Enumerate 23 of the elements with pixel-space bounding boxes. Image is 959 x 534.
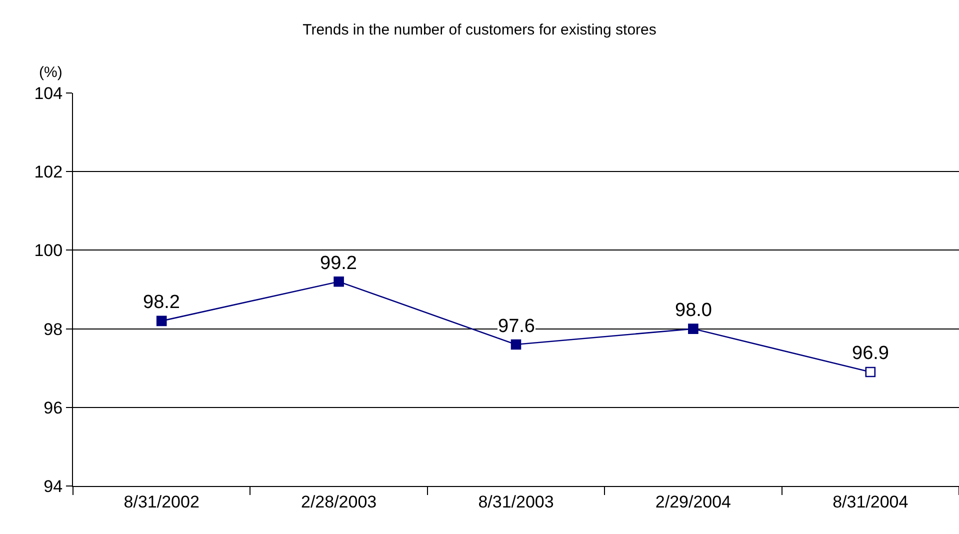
point (688, 324, 698, 334)
y-tick-label: 104 (34, 84, 63, 103)
point (334, 276, 344, 287)
chart-title: Trends in the number of customers for existing stores (302, 22, 656, 39)
point (865, 366, 876, 378)
y-axis-title: (%) (39, 64, 62, 81)
y-tick-label: 96 (44, 398, 63, 418)
x-tick-label: 2/29/2004 (655, 492, 732, 512)
x-tick-label: 2/28/2003 (300, 492, 377, 512)
data-label: 98.0 (675, 300, 712, 321)
data-label: 99.2 (320, 253, 357, 274)
y-tick-label: 94 (44, 476, 63, 496)
y-tick-label: 100 (34, 241, 63, 260)
point (156, 316, 167, 326)
point (510, 339, 522, 350)
x-tick-label: 8/31/2002 (124, 492, 200, 512)
x-tick-label: 8/31/2003 (478, 492, 554, 512)
data-label: 96.9 (852, 343, 889, 364)
data-label: 98.2 (143, 292, 180, 313)
data-label: 97.6 (498, 316, 535, 337)
x-tick-label: 8/31/2004 (832, 492, 908, 512)
y-tick-label: 102 (34, 162, 63, 182)
y-tick-label: 98 (44, 320, 63, 339)
